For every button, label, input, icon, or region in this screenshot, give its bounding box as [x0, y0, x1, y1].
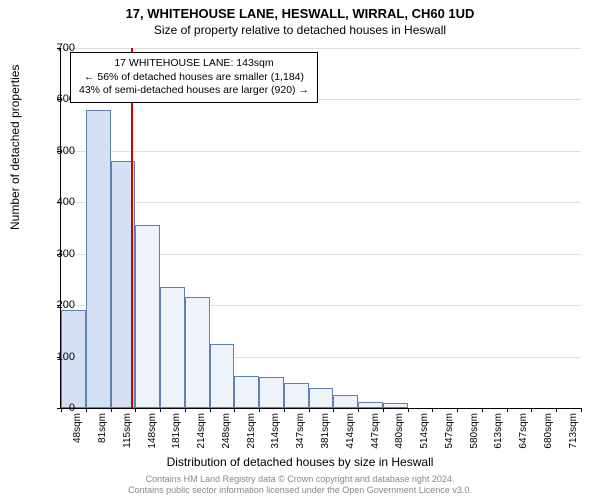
xtick-label: 547sqm — [444, 413, 455, 453]
xtick-label: 347sqm — [295, 413, 306, 453]
xtick-mark — [358, 408, 359, 412]
histogram-bar — [309, 388, 334, 408]
xtick-mark — [135, 408, 136, 412]
histogram-bar — [333, 395, 358, 408]
xtick-mark — [284, 408, 285, 412]
xtick-mark — [111, 408, 112, 412]
histogram-bar — [160, 287, 185, 408]
xtick-label: 214sqm — [196, 413, 207, 453]
xtick-label: 713sqm — [568, 413, 579, 453]
annotation-line: 43% of semi-detached houses are larger (… — [79, 84, 309, 98]
title-main: 17, WHITEHOUSE LANE, HESWALL, WIRRAL, CH… — [0, 0, 600, 21]
ytick-label: 400 — [45, 196, 75, 208]
xtick-mark — [482, 408, 483, 412]
xtick-label: 181sqm — [171, 413, 182, 453]
histogram-bar — [358, 402, 383, 408]
ytick-label: 100 — [45, 351, 75, 363]
xtick-mark — [160, 408, 161, 412]
xtick-mark — [556, 408, 557, 412]
xtick-mark — [531, 408, 532, 412]
histogram-bar — [234, 376, 259, 408]
xtick-mark — [408, 408, 409, 412]
title-sub: Size of property relative to detached ho… — [0, 21, 600, 37]
histogram-bar — [185, 297, 210, 408]
footer-line1: Contains HM Land Registry data © Crown c… — [0, 474, 600, 485]
histogram-bar — [259, 377, 284, 408]
ytick-label: 0 — [45, 402, 75, 414]
xtick-label: 148sqm — [147, 413, 158, 453]
xtick-mark — [86, 408, 87, 412]
annotation-line: 17 WHITEHOUSE LANE: 143sqm — [79, 57, 309, 71]
xtick-mark — [259, 408, 260, 412]
annotation-box: 17 WHITEHOUSE LANE: 143sqm← 56% of detac… — [70, 52, 318, 103]
y-axis-label: Number of detached properties — [8, 65, 22, 230]
xtick-label: 480sqm — [394, 413, 405, 453]
xtick-label: 414sqm — [345, 413, 356, 453]
xtick-mark — [210, 408, 211, 412]
footer-line2: Contains public sector information licen… — [0, 485, 600, 496]
xtick-mark — [581, 408, 582, 412]
xtick-mark — [333, 408, 334, 412]
xtick-label: 580sqm — [469, 413, 480, 453]
chart-container: 17, WHITEHOUSE LANE, HESWALL, WIRRAL, CH… — [0, 0, 600, 500]
grid-line — [61, 48, 581, 49]
ytick-label: 200 — [45, 299, 75, 311]
xtick-mark — [432, 408, 433, 412]
xtick-label: 514sqm — [419, 413, 430, 453]
histogram-bar — [135, 225, 160, 408]
histogram-bar — [86, 110, 111, 408]
histogram-bar — [383, 403, 408, 408]
xtick-label: 613sqm — [493, 413, 504, 453]
xtick-label: 447sqm — [370, 413, 381, 453]
grid-line — [61, 202, 581, 203]
xtick-label: 647sqm — [518, 413, 529, 453]
xtick-label: 281sqm — [246, 413, 257, 453]
xtick-label: 381sqm — [320, 413, 331, 453]
ytick-label: 500 — [45, 145, 75, 157]
grid-line — [61, 151, 581, 152]
x-axis-label: Distribution of detached houses by size … — [0, 455, 600, 469]
xtick-mark — [507, 408, 508, 412]
xtick-label: 115sqm — [122, 413, 133, 453]
footer: Contains HM Land Registry data © Crown c… — [0, 474, 600, 496]
xtick-label: 48sqm — [72, 413, 83, 453]
ytick-label: 300 — [45, 248, 75, 260]
xtick-label: 248sqm — [221, 413, 232, 453]
xtick-label: 680sqm — [543, 413, 554, 453]
xtick-mark — [185, 408, 186, 412]
annotation-line: ← 56% of detached houses are smaller (1,… — [79, 71, 309, 85]
xtick-label: 81sqm — [97, 413, 108, 453]
xtick-mark — [234, 408, 235, 412]
histogram-bar — [210, 344, 235, 408]
histogram-bar — [284, 383, 309, 408]
xtick-label: 314sqm — [270, 413, 281, 453]
xtick-mark — [383, 408, 384, 412]
xtick-mark — [457, 408, 458, 412]
xtick-mark — [309, 408, 310, 412]
